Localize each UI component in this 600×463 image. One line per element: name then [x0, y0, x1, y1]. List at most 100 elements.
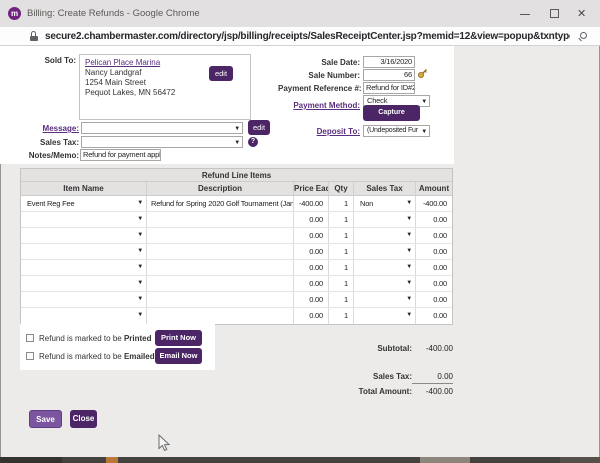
- col-description: Description: [147, 182, 294, 195]
- sales-tax-select[interactable]: ▼: [354, 308, 416, 324]
- qty-input[interactable]: 1: [329, 212, 354, 227]
- sales-tax-select[interactable]: Non ▼: [354, 196, 416, 211]
- printed-checkbox[interactable]: [26, 334, 34, 342]
- qty-input[interactable]: 1: [329, 244, 354, 259]
- window-title: Billing: Create Refunds - Google Chrome: [27, 8, 200, 19]
- item-name-select[interactable]: ▼: [21, 244, 147, 259]
- payment-reference-input[interactable]: Refund for ID#28: [363, 82, 415, 94]
- window-titlebar[interactable]: m Billing: Create Refunds - Google Chrom…: [0, 0, 600, 27]
- dropdown-arrow-icon: ▼: [421, 99, 427, 105]
- message-dropdown[interactable]: ▼: [81, 122, 243, 134]
- line-item-row: ▼ 0.00 1 ▼ 0.00: [21, 308, 452, 324]
- item-name-select[interactable]: ▼: [21, 276, 147, 291]
- sales-tax-select[interactable]: ▼: [354, 276, 416, 291]
- dropdown-arrow-icon: ▼: [234, 126, 240, 132]
- close-window-button[interactable]: ✕: [568, 0, 598, 26]
- url-text[interactable]: secure2.chambermaster.com/directory/jsp/…: [45, 31, 570, 42]
- item-name-select[interactable]: Event Reg Fee ▼: [21, 196, 147, 211]
- col-sales-tax: Sales Tax: [354, 182, 416, 195]
- item-name-select[interactable]: ▼: [21, 308, 147, 324]
- item-name-select[interactable]: ▼: [21, 260, 147, 275]
- price-each-input[interactable]: 0.00: [294, 308, 329, 324]
- dropdown-arrow-icon: ▼: [234, 140, 240, 146]
- qty-input[interactable]: 1: [329, 276, 354, 291]
- line-item-row: ▼ 0.00 1 ▼ 0.00: [21, 260, 452, 276]
- qty-input[interactable]: 1: [329, 196, 354, 211]
- amount-value: 0.00: [433, 311, 447, 320]
- key-icon[interactable]: [417, 68, 428, 79]
- description-input[interactable]: Refund for Spring 2020 Golf Tournament (…: [147, 196, 294, 211]
- sold-to-box: Pelican Place Marina Nancy Landgraf 1254…: [79, 54, 251, 120]
- emailed-checkbox[interactable]: [26, 352, 34, 360]
- table-title: Refund Line Items: [21, 169, 452, 182]
- message-label[interactable]: Message:: [42, 124, 79, 133]
- capture-payment-button[interactable]: Capture Payment: [363, 105, 420, 132]
- deposit-to-dropdown[interactable]: (Undeposited Fur ▼: [363, 125, 430, 137]
- sales-tax-dropdown[interactable]: ▼: [81, 136, 243, 148]
- sale-date-input[interactable]: 3/16/2020: [363, 56, 415, 68]
- save-button[interactable]: Save: [29, 410, 62, 428]
- edit-sold-to-button[interactable]: edit: [209, 66, 233, 81]
- amount-value: 0.00: [433, 247, 447, 256]
- maximize-button[interactable]: [540, 0, 570, 26]
- line-item-row: ▼ 0.00 1 ▼ 0.00: [21, 244, 452, 260]
- description-input[interactable]: [147, 244, 294, 259]
- qty-input[interactable]: 1: [329, 292, 354, 307]
- price-each-input[interactable]: 0.00: [294, 260, 329, 275]
- printed-label: Refund is marked to be Printed: [39, 334, 152, 343]
- item-name-select[interactable]: ▼: [21, 212, 147, 227]
- zoom-icon[interactable]: [578, 32, 589, 43]
- item-name-select[interactable]: ▼: [21, 228, 147, 243]
- sales-tax-select[interactable]: ▼: [354, 228, 416, 243]
- tax-total-value: 0.00: [437, 372, 453, 381]
- col-qty: Qty: [329, 182, 354, 195]
- sales-tax-select[interactable]: ▼: [354, 260, 416, 275]
- description-input[interactable]: [147, 308, 294, 324]
- payment-method-label[interactable]: Payment Method:: [293, 101, 360, 110]
- line-item-row: ▼ 0.00 1 ▼ 0.00: [21, 212, 452, 228]
- total-amount-label: Total Amount:: [358, 387, 412, 396]
- price-each-input[interactable]: -400.00: [294, 196, 329, 211]
- help-icon[interactable]: ?: [248, 137, 258, 147]
- sales-tax-select[interactable]: ▼: [354, 244, 416, 259]
- sales-tax-select[interactable]: ▼: [354, 212, 416, 227]
- price-each-input[interactable]: 0.00: [294, 228, 329, 243]
- print-now-button[interactable]: Print Now: [155, 330, 202, 346]
- description-input[interactable]: [147, 292, 294, 307]
- close-button[interactable]: Close: [70, 410, 97, 428]
- description-input[interactable]: [147, 276, 294, 291]
- price-each-input[interactable]: 0.00: [294, 244, 329, 259]
- minimize-button[interactable]: [510, 0, 540, 26]
- deposit-to-label[interactable]: Deposit To:: [316, 127, 360, 136]
- email-now-button[interactable]: Email Now: [155, 348, 202, 364]
- sales-tax-select[interactable]: ▼: [354, 292, 416, 307]
- sale-number-input[interactable]: 66: [363, 69, 415, 81]
- notes-memo-input[interactable]: Refund for payment applie: [80, 149, 161, 161]
- qty-input[interactable]: 1: [329, 260, 354, 275]
- price-each-input[interactable]: 0.00: [294, 212, 329, 227]
- description-input[interactable]: [147, 212, 294, 227]
- price-each-input[interactable]: 0.00: [294, 276, 329, 291]
- close-icon: ✕: [577, 8, 587, 20]
- address-bar[interactable]: secure2.chambermaster.com/directory/jsp/…: [0, 27, 600, 46]
- description-input[interactable]: [147, 228, 294, 243]
- sales-tax-label: Sales Tax:: [40, 138, 79, 147]
- item-name-select[interactable]: ▼: [21, 292, 147, 307]
- description-input[interactable]: [147, 260, 294, 275]
- edit-message-button[interactable]: edit: [248, 120, 270, 135]
- qty-input[interactable]: 1: [329, 228, 354, 243]
- subtotal-label: Subtotal:: [377, 344, 412, 353]
- qty-input[interactable]: 1: [329, 308, 354, 324]
- member-link[interactable]: Pelican Place Marina: [85, 58, 161, 67]
- price-each-input[interactable]: 0.00: [294, 292, 329, 307]
- minimize-icon: [520, 14, 530, 15]
- col-amount: Amount: [418, 184, 450, 193]
- sold-to-label: Sold To:: [44, 56, 76, 65]
- dropdown-arrow-icon: ▼: [137, 296, 143, 302]
- chambermaster-favicon-icon: m: [8, 7, 21, 20]
- sold-to-address2: Pequot Lakes, MN 56472: [85, 88, 176, 97]
- mouse-cursor-icon: [158, 434, 170, 452]
- dropdown-arrow-icon: ▼: [137, 264, 143, 270]
- dropdown-arrow-icon: ▼: [406, 200, 412, 206]
